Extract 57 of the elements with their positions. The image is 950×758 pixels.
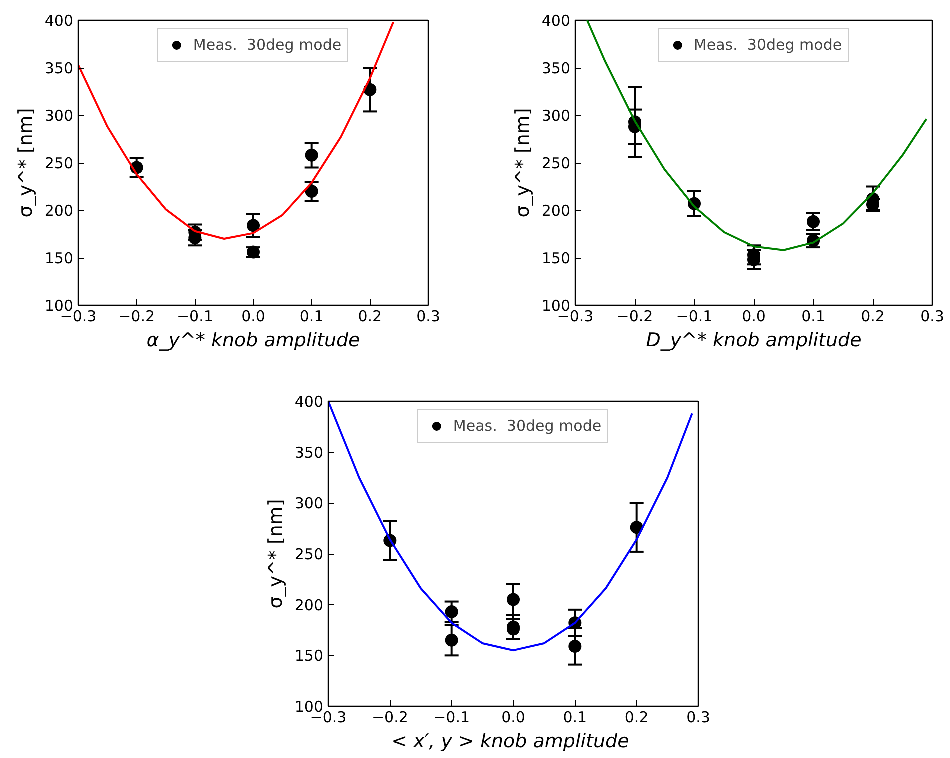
x-tick-label: 0.3	[686, 708, 710, 726]
y-tick-label: 400	[542, 12, 571, 30]
x-tick-label: −0.2	[118, 308, 156, 326]
y-tick-label: 200	[294, 596, 324, 614]
y-tick-label: 300	[294, 494, 324, 513]
legend-label: Meas. 30deg mode	[193, 36, 342, 54]
y-tick-label: 350	[294, 444, 324, 462]
point	[305, 148, 318, 162]
point	[807, 215, 820, 228]
point	[305, 185, 318, 198]
x-tick-label: 0.1	[563, 708, 588, 726]
line-series	[328, 402, 694, 652]
y-tick-label: 250	[294, 546, 324, 564]
x-axis-title: α_y^* knob amplitude	[146, 330, 360, 352]
y-axis-title: σ_y^* [nm]	[512, 108, 534, 218]
legend-label: Meas. 30deg mode	[453, 417, 602, 435]
x-tick-label: 0.1	[300, 308, 324, 326]
x-tick-label: 0.3	[920, 308, 944, 326]
line-series	[586, 20, 928, 252]
x-tick-label: 0.0	[242, 308, 266, 326]
y-tick-label: 400	[294, 393, 324, 411]
y-tick-label: 200	[542, 202, 571, 220]
x-tick-label: 0.0	[502, 708, 526, 726]
point	[630, 521, 644, 534]
x-axis-title: < x′, y > knob amplitude	[392, 730, 630, 752]
y-tick-label: 400	[44, 12, 74, 30]
legend-label: Meas. 30deg mode	[694, 36, 842, 54]
x-tick-label: 0.2	[358, 308, 382, 326]
y-tick-label: 150	[44, 250, 74, 268]
y-tick-label: 350	[542, 60, 571, 78]
x-tick-label: −0.1	[434, 708, 470, 726]
x-tick-label: 0.2	[861, 308, 885, 326]
y-tick-label: 200	[44, 202, 74, 220]
x-tick-label: 0.0	[742, 308, 766, 326]
point	[445, 634, 458, 647]
x-tick-label: −0.2	[616, 308, 654, 326]
y-tick-label: 250	[542, 154, 571, 172]
point	[247, 219, 260, 232]
x-tick-label: 0.1	[802, 308, 826, 326]
x-tick-label: 0.3	[416, 308, 440, 326]
y-axis-title: σ_y^* [nm]	[264, 499, 287, 609]
y-tick-label: 250	[44, 154, 74, 172]
y-tick-label: 150	[294, 647, 324, 666]
x-tick-label: −0.1	[676, 308, 713, 326]
point	[445, 605, 458, 618]
y-tick-label: 350	[44, 60, 74, 78]
y-tick-label: 300	[542, 107, 571, 125]
x-tick-label: 0.2	[624, 708, 649, 726]
x-tick-label: −0.1	[176, 308, 214, 326]
y-axis-title: σ_y^* [nm]	[14, 108, 37, 218]
y-tick-label: 150	[542, 250, 571, 268]
x-axis-title: D_y^* knob amplitude	[646, 330, 862, 352]
line-series	[78, 21, 394, 240]
x-tick-label: −0.2	[372, 708, 408, 726]
y-tick-label: 300	[44, 107, 74, 125]
point	[507, 593, 520, 606]
point	[568, 640, 582, 654]
